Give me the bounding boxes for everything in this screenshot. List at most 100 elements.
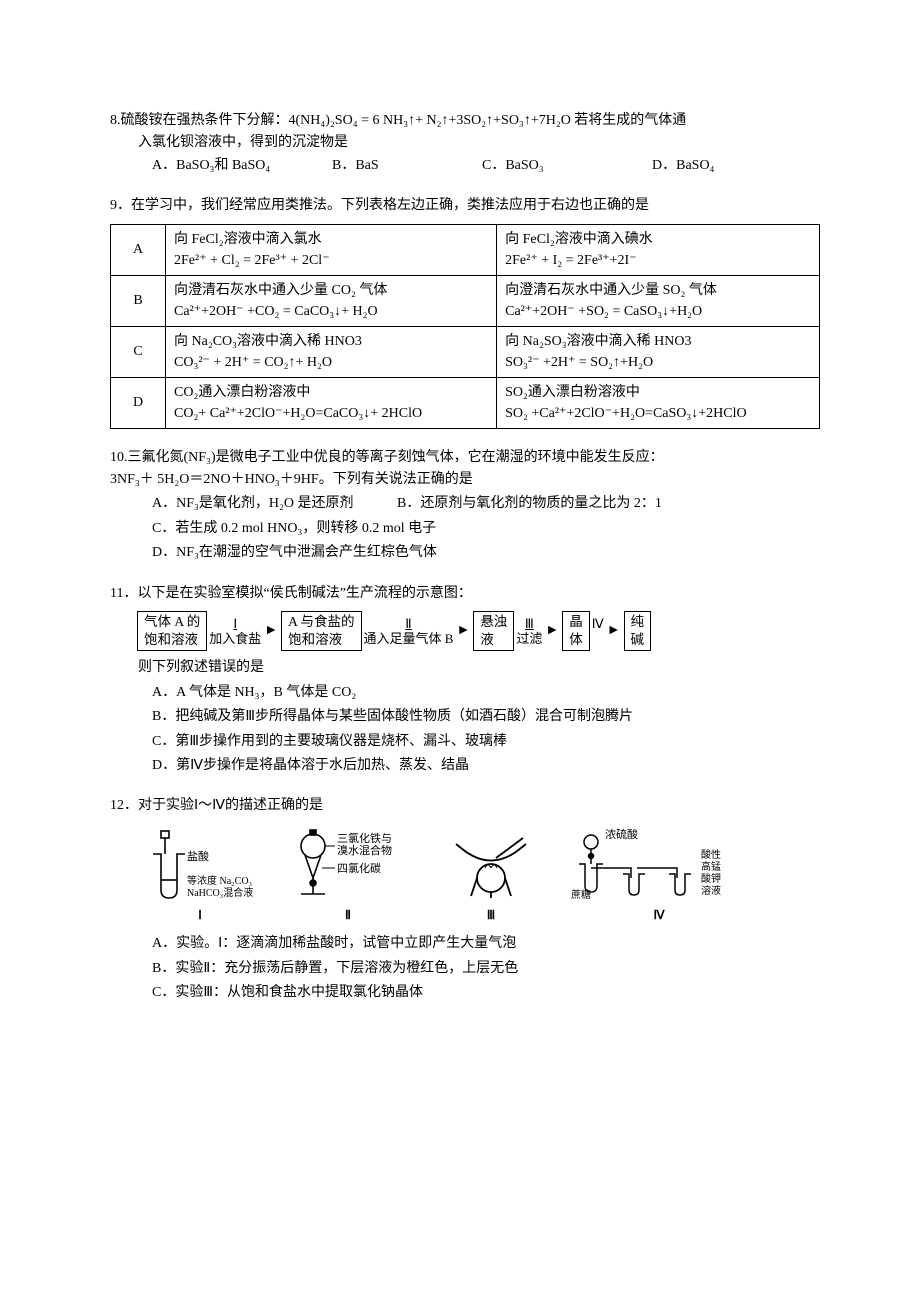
question-8: 8.硫酸铵在强热条件下分解：4(NH₄)₂SO₄ = 6 NH₃↑+ N₂↑+3… — [110, 110, 820, 177]
label-na2co3: 等浓度 Na₂CO₃ — [187, 874, 252, 887]
question-11: 11．以下是在实验室模拟“侯氏制碱法”生产流程的示意图： 气体 A 的 饱和溶液… — [110, 583, 820, 778]
q10-opt-b: B．还原剂与氧化剂的物质的量之比为 2：1 — [397, 496, 662, 511]
cell-text: SO₂通入漂白粉溶液中 — [505, 382, 811, 403]
apparatus-evaporating-dish-icon — [441, 828, 541, 906]
flow-text: 体 — [569, 631, 583, 649]
q12-stem: 12．对于实验Ⅰ～Ⅳ的描述正确的是 — [110, 795, 820, 817]
cell-text: Ca²⁺+2OH⁻ +SO₂ = CaSO₃↓+H₂O — [505, 301, 811, 322]
step-number: Ⅰ — [209, 616, 261, 632]
figure-number: Ⅳ — [569, 908, 749, 924]
q8-stem-line2: 入氯化钡溶液中，得到的沉淀物是 — [110, 132, 820, 154]
cell-left: 向 Na₂CO₃溶液中滴入稀 HNO3 CO₃²⁻ + 2H⁺ = CO₂↑+ … — [166, 326, 497, 377]
flow-text: 晶 — [569, 613, 583, 631]
cell-right: 向澄清石灰水中通入少量 SO₂ 气体 Ca²⁺+2OH⁻ +SO₂ = CaSO… — [497, 275, 820, 326]
cell-text: 向 FeCl₂溶液中滴入碘水 — [505, 229, 811, 250]
question-10: 10.三氟化氮(NF₃)是微电子工业中优良的等离子刻蚀气体，它在潮湿的环境中能发… — [110, 447, 820, 565]
label-sucrose: 蔗糖 — [571, 888, 591, 901]
q10-stem-line2: 3NF₃＋ 5H₂O＝2NO＋HNO₃＋9HF。下列有关说法正确的是 — [110, 469, 820, 491]
figure-number: Ⅱ — [283, 908, 413, 924]
table-row: D CO₂通入漂白粉溶液中 CO₂+ Ca²⁺+2ClO⁻+H₂O=CaCO₃↓… — [111, 377, 820, 428]
step-action — [592, 631, 604, 647]
q12-opt-b: B．实验Ⅱ：充分振荡后静置，下层溶液为橙红色，上层无色 — [152, 958, 820, 980]
flow-text: 纯 — [631, 613, 645, 631]
q10-opt-c: C．若生成 0.2 mol HNO₃，则转移 0.2 mol 电子 — [152, 518, 820, 540]
label-kmno4-2: 酸钾 — [701, 872, 721, 885]
table-row: A 向 FeCl₂溶液中滴入氯水 2Fe²⁺ + Cl₂ = 2Fe³⁺ + 2… — [111, 224, 820, 275]
arrow-icon: ► — [455, 620, 471, 642]
cell-left: 向澄清石灰水中通入少量 CO₂ 气体 Ca²⁺+2OH⁻ +CO₂ = CaCO… — [166, 275, 497, 326]
cell-text: 2Fe²⁺ + I₂ = 2Fe³⁺+2I⁻ — [505, 250, 811, 271]
cell-right: 向 Na₂SO₃溶液中滴入稀 HNO3 SO₃²⁻ +2H⁺ = SO₂↑+H₂… — [497, 326, 820, 377]
cell-text: 向 Na₂CO₃溶液中滴入稀 HNO3 — [174, 331, 488, 352]
flow-box-1: 气体 A 的 饱和溶液 — [137, 611, 207, 651]
figure-number: Ⅰ — [145, 908, 255, 924]
table-row: B 向澄清石灰水中通入少量 CO₂ 气体 Ca²⁺+2OH⁻ +CO₂ = Ca… — [111, 275, 820, 326]
cell-text: Ca²⁺+2OH⁻ +CO₂ = CaCO₃↓+ H₂O — [174, 301, 488, 322]
table-row: C 向 Na₂CO₃溶液中滴入稀 HNO3 CO₃²⁻ + 2H⁺ = CO₂↑… — [111, 326, 820, 377]
cell-text: 向澄清石灰水中通入少量 CO₂ 气体 — [174, 280, 488, 301]
q11-opt-a: A．A 气体是 NH₃，B 气体是 CO₂ — [152, 682, 820, 704]
flow-text: A 与食盐的 — [288, 613, 354, 631]
q10-opt-d: D．NF₃在潮湿的空气中泄漏会产生红棕色气体 — [152, 542, 820, 564]
label-h2so4: 浓硫酸 — [605, 828, 638, 841]
flow-step-3: Ⅲ 过滤 — [516, 616, 542, 647]
arrow-icon: ► — [606, 620, 622, 642]
flow-box-4: 晶 体 — [562, 611, 590, 651]
cell-text: CO₂通入漂白粉溶液中 — [174, 382, 488, 403]
q10-opt-row1: A．NF₃是氧化剂，H₂O 是还原剂 B．还原剂与氧化剂的物质的量之比为 2：1 — [152, 493, 820, 515]
label-acidic: 酸性 — [701, 848, 721, 861]
flow-box-2: A 与食盐的 饱和溶液 — [281, 611, 361, 651]
flow-text: 气体 A 的 — [144, 613, 200, 631]
row-label-a: A — [111, 224, 166, 275]
cell-text: 向 Na₂SO₃溶液中滴入稀 HNO3 — [505, 331, 811, 352]
q12-figures: 盐酸 等浓度 Na₂CO₃ NaHCO₃混合液 Ⅰ 三氯化铁与 溴水混合物 四氯… — [145, 828, 820, 924]
q8-stem-line1: 8.硫酸铵在强热条件下分解：4(NH₄)₂SO₄ = 6 NH₃↑+ N₂↑+3… — [110, 110, 820, 132]
label-hcl: 盐酸 — [187, 849, 209, 863]
q11-opt-b: B．把纯碱及第Ⅲ步所得晶体与某些固体酸性物质（如酒石酸）混合可制泡腾片 — [152, 706, 820, 728]
cell-right: 向 FeCl₂溶液中滴入碘水 2Fe²⁺ + I₂ = 2Fe³⁺+2I⁻ — [497, 224, 820, 275]
cell-text: SO₂ +Ca²⁺+2ClO⁻+H₂O=CaSO₃↓+2HClO — [505, 403, 811, 424]
label-ccl4: 四氯化碳 — [337, 861, 381, 875]
q8-opt-a: A．BaSO₃和 BaSO₄ — [152, 155, 332, 177]
label-br2: 溴水混合物 — [337, 843, 392, 857]
flow-text: 饱和溶液 — [288, 631, 354, 649]
arrow-icon: ► — [544, 620, 560, 642]
apparatus-sep-funnel-icon: 三氯化铁与 溴水混合物 四氯化碳 — [283, 828, 413, 906]
label-fecl3: 三氯化铁与 — [337, 831, 392, 845]
q8-opt-d: D．BaSO₄ — [652, 155, 714, 177]
q11-opt-d: D．第Ⅳ步操作是将晶体溶于水后加热、蒸发、结晶 — [152, 755, 820, 777]
arrow-icon: ► — [263, 620, 279, 642]
q11-options: A．A 气体是 NH₃，B 气体是 CO₂ B．把纯碱及第Ⅲ步所得晶体与某些固体… — [110, 682, 820, 778]
q9-stem: 9．在学习中，我们经常应用类推法。下列表格左边正确，类推法应用于右边也正确的是 — [110, 195, 820, 217]
flow-text: 饱和溶液 — [144, 631, 200, 649]
cell-left: CO₂通入漂白粉溶液中 CO₂+ Ca²⁺+2ClO⁻+H₂O=CaCO₃↓+ … — [166, 377, 497, 428]
question-12: 12．对于实验Ⅰ～Ⅳ的描述正确的是 盐酸 等浓度 Na₂CO₃ NaHCO₃混合… — [110, 795, 820, 1004]
cell-text: 2Fe²⁺ + Cl₂ = 2Fe³⁺ + 2Cl⁻ — [174, 250, 488, 271]
flow-box-3: 悬浊 液 — [473, 611, 514, 651]
q12-opt-a: A．实验。Ⅰ：逐滴滴加稀盐酸时，试管中立即产生大量气泡 — [152, 933, 820, 955]
q10-opt-a: A．NF₃是氧化剂，H₂O 是还原剂 — [152, 496, 354, 511]
q12-options: A．实验。Ⅰ：逐滴滴加稀盐酸时，试管中立即产生大量气泡 B．实验Ⅱ：充分振荡后静… — [110, 933, 820, 1004]
apparatus-dropper-tube-icon: 盐酸 等浓度 Na₂CO₃ NaHCO₃混合液 — [145, 828, 255, 906]
figure-3: Ⅲ — [441, 828, 541, 924]
q9-table: A 向 FeCl₂溶液中滴入氯水 2Fe²⁺ + Cl₂ = 2Fe³⁺ + 2… — [110, 224, 820, 429]
flow-text: 悬浊 — [480, 613, 507, 631]
step-action: 通入足量气体 B — [364, 631, 454, 647]
row-label-c: C — [111, 326, 166, 377]
cell-text: CO₂+ Ca²⁺+2ClO⁻+H₂O=CaCO₃↓+ 2HClO — [174, 403, 488, 424]
cell-right: SO₂通入漂白粉溶液中 SO₂ +Ca²⁺+2ClO⁻+H₂O=CaSO₃↓+2… — [497, 377, 820, 428]
step-action: 过滤 — [516, 631, 542, 647]
row-label-b: B — [111, 275, 166, 326]
flow-text: 碱 — [631, 631, 645, 649]
figure-2: 三氯化铁与 溴水混合物 四氯化碳 Ⅱ — [283, 828, 413, 924]
figure-number: Ⅲ — [441, 908, 541, 924]
q8-options: A．BaSO₃和 BaSO₄ B．BaS C．BaSO₃ D．BaSO₄ — [110, 155, 820, 177]
q12-opt-c: C．实验Ⅲ：从饱和食盐水中提取氯化钠晶体 — [152, 982, 820, 1004]
figure-1: 盐酸 等浓度 Na₂CO₃ NaHCO₃混合液 Ⅰ — [145, 828, 255, 924]
cell-text: 向澄清石灰水中通入少量 SO₂ 气体 — [505, 280, 811, 301]
figure-4: 浓硫酸 蔗糖 酸性 高锰 酸钾 溶液 Ⅳ — [569, 828, 749, 924]
flow-step-1: Ⅰ 加入食盐 — [209, 616, 261, 647]
label-solution: 溶液 — [701, 884, 721, 897]
question-9: 9．在学习中，我们经常应用类推法。下列表格左边正确，类推法应用于右边也正确的是 … — [110, 195, 820, 428]
q11-stem: 11．以下是在实验室模拟“侯氏制碱法”生产流程的示意图： — [110, 583, 820, 605]
